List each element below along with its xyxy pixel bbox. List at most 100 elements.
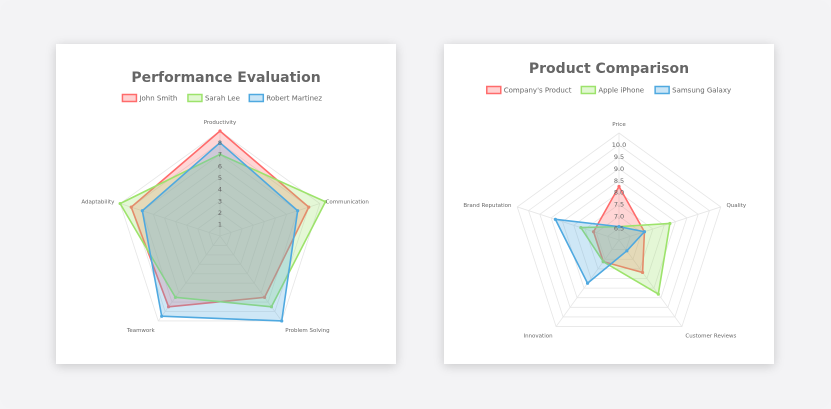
perf-tick-label: 4	[218, 186, 222, 194]
prod-axis-label: Customer Reviews	[685, 333, 736, 339]
perf-data-point	[296, 209, 300, 213]
prod-tick-label: 8.5	[614, 177, 624, 185]
perf-grid-ring	[186, 200, 254, 265]
perf-tick-labels: 1 2 3 4 5 6 7 8	[218, 139, 222, 229]
perf-grid	[119, 130, 321, 322]
prod-data-point	[656, 292, 660, 296]
perf-data-point	[323, 200, 328, 204]
prod-tick-label: 9.5	[614, 153, 624, 161]
prod-data-point	[625, 249, 629, 253]
prod-series-apple-iphone	[579, 221, 672, 296]
perf-legend-label: Robert Martinez	[266, 95, 322, 103]
perf-grid-ring	[208, 223, 232, 246]
perf-data-point	[160, 314, 164, 318]
perf-chart-title: Performance Evaluation	[131, 70, 320, 86]
perf-tick-label: 2	[218, 209, 222, 217]
perf-data-point	[218, 152, 222, 156]
perf-data-point	[218, 141, 222, 145]
prod-tick-label: 7.0	[614, 213, 624, 221]
perf-legend-item[interactable]: Robert Martinez	[248, 93, 322, 103]
prod-grid-ring	[528, 144, 710, 318]
perf-legend-swatch	[187, 93, 203, 103]
perf-data-point	[140, 209, 144, 213]
prod-series-area	[580, 222, 671, 295]
performance-chart-card: Performance Evaluation John Smith Sarah Le…	[56, 44, 396, 364]
perf-data-point	[166, 305, 171, 309]
prod-axis-label: Innovation	[523, 333, 553, 339]
perf-axis-label: Adaptability	[81, 200, 115, 206]
prod-tick-label: 7.5	[614, 201, 624, 209]
perf-axis-label: Productivity	[204, 120, 237, 126]
perf-axis-label: Problem Solving	[285, 328, 329, 334]
prod-series-samsung-galaxy	[553, 217, 647, 285]
prod-data-point	[591, 230, 596, 234]
perf-legend-label: Sarah Lee	[205, 95, 240, 103]
performance-radar-chart: Performance Evaluation John Smith Sarah Le…	[81, 70, 370, 334]
prod-legend-swatch	[654, 85, 670, 95]
prod-axis-label: Brand Reputation	[463, 203, 512, 209]
perf-axis-label: Communication	[326, 200, 370, 206]
prod-tick-label: 6.5	[614, 224, 624, 232]
prod-data-point	[617, 225, 621, 229]
perf-grid-ring	[175, 188, 265, 275]
prod-grid-ring	[561, 180, 677, 289]
perf-legend-item[interactable]: John Smith	[121, 93, 177, 103]
perf-data-point	[118, 201, 122, 206]
prod-grid-ring	[539, 156, 699, 308]
prod-axis-label: Quality	[726, 203, 746, 209]
perf-legend-swatch	[121, 93, 138, 103]
prod-axis-label: Price	[612, 122, 626, 128]
product-chart-card: Product Comparison Company's Product Apple…	[444, 44, 774, 364]
perf-series-area	[141, 141, 299, 322]
prod-grid-spoke	[618, 239, 683, 327]
perf-grid-ring	[130, 142, 310, 312]
prod-data-point	[617, 184, 621, 189]
perf-tick-label: 7	[218, 151, 222, 159]
perf-data-point	[218, 129, 222, 133]
perf-grid-ring	[197, 212, 243, 256]
prod-legend-item[interactable]: Apple iPhone	[580, 85, 644, 95]
prod-legend-label: Samsung Galaxy	[672, 87, 731, 95]
prod-chart-title: Product Comparison	[529, 61, 689, 77]
prod-legend-label: Apple iPhone	[598, 87, 644, 95]
perf-tick-label: 8	[218, 139, 222, 147]
perf-tick-label: 5	[218, 174, 222, 182]
prod-tick-label: 8.0	[614, 189, 624, 197]
prod-legend-swatch	[580, 85, 597, 95]
prod-tick-label: 10.0	[612, 141, 626, 149]
prod-grid-spoke	[517, 206, 620, 241]
perf-tick-label: 3	[218, 197, 222, 205]
prod-series-area	[554, 218, 646, 285]
perf-grid-spoke	[219, 203, 320, 237]
product-radar-chart: Product Comparison Company's Product Apple…	[463, 61, 746, 339]
perf-legend-label: John Smith	[138, 95, 177, 103]
prod-tick-labels: 6.5 7.0 7.5 8.0 8.5 9.0 9.5 10.0	[612, 141, 626, 232]
prod-tick-label: 9.0	[614, 165, 624, 173]
prod-legend-item[interactable]: Company's Product	[486, 85, 572, 95]
perf-axis-label: Teamwork	[126, 328, 156, 334]
perf-tick-label: 6	[218, 162, 222, 170]
prod-legend-swatch	[486, 85, 502, 95]
prod-data-point	[642, 230, 647, 234]
perf-series-robert-martinez	[140, 141, 300, 323]
prod-data-point	[553, 217, 557, 221]
prod-legend-label: Company's Product	[504, 87, 572, 95]
perf-grid-spoke	[120, 203, 221, 237]
prod-legend-item[interactable]: Samsung Galaxy	[654, 85, 731, 95]
prod-data-point	[668, 221, 672, 226]
prod-data-point	[640, 270, 645, 275]
prod-data-point	[601, 260, 605, 264]
prod-grid-ring	[516, 132, 722, 327]
perf-legend-item[interactable]: Sarah Lee	[187, 93, 240, 103]
perf-data-point	[307, 205, 311, 209]
perf-data-point	[280, 319, 284, 323]
prod-grid-ring	[573, 191, 665, 279]
prod-data-point	[579, 226, 583, 230]
perf-data-point	[173, 295, 178, 299]
prod-data-point	[585, 281, 590, 285]
perf-data-point	[129, 205, 133, 209]
perf-data-point	[262, 295, 267, 299]
perf-data-point	[269, 305, 274, 309]
perf-grid-ring	[152, 165, 288, 294]
